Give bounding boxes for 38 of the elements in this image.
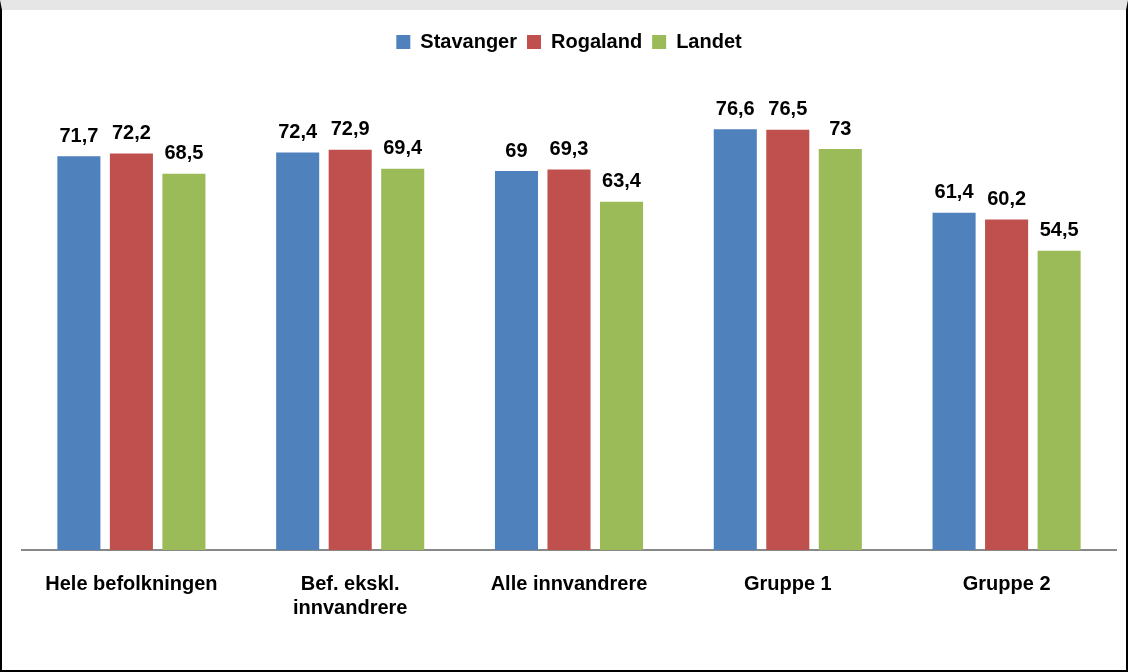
bar [713, 129, 757, 550]
x-tick-label: Gruppe 1 [743, 571, 832, 594]
data-label: 60,2 [987, 186, 1027, 209]
bar [494, 171, 539, 550]
x-tick-label: Gruppe 2 [962, 571, 1051, 594]
data-label: 54,5 [1039, 218, 1079, 241]
bar [328, 149, 372, 550]
legend-label: Landet [676, 29, 743, 52]
data-label: 73 [829, 116, 852, 139]
x-tick-label: Bef. ekskl. innvandrere [292, 571, 408, 618]
data-label: 71,7 [59, 123, 99, 146]
bar [932, 212, 976, 550]
bar [547, 169, 591, 550]
bar [276, 152, 320, 550]
bar [766, 129, 810, 550]
bar [599, 201, 644, 550]
data-label: 76,6 [715, 96, 755, 119]
data-label: 69 [505, 138, 528, 161]
legend-label: Stavanger [420, 29, 518, 52]
data-label: 76,5 [768, 97, 808, 120]
data-label: 69,4 [383, 136, 424, 159]
x-tick-label: Hele befolkningen [45, 571, 218, 594]
bar [381, 168, 425, 550]
data-label: 63,4 [602, 169, 642, 192]
bar [57, 156, 101, 550]
data-label: 69,3 [549, 136, 589, 159]
data-label: 72,2 [111, 120, 151, 143]
data-label: 68,5 [164, 141, 204, 164]
bar [985, 219, 1029, 550]
data-label: 72,4 [278, 119, 319, 142]
x-tick-label: Alle innvandrere [490, 571, 648, 594]
bar [109, 153, 153, 550]
bar [1037, 250, 1081, 550]
bar [818, 149, 862, 550]
legend-label: Rogaland [551, 29, 643, 52]
bar [162, 173, 206, 550]
data-label: 72,9 [330, 117, 370, 140]
data-label: 61,4 [934, 180, 975, 203]
